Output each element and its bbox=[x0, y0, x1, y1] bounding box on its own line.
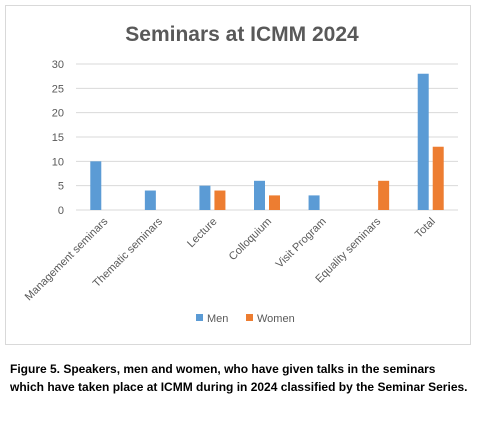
bar-women-2 bbox=[214, 190, 226, 210]
legend-label-men: Men bbox=[207, 313, 228, 325]
legend-swatch-women bbox=[246, 314, 253, 321]
chart-frame: Seminars at ICMM 2024 0 5 10 15 20 25 30 Manag… bbox=[5, 5, 471, 345]
bar-men-0 bbox=[90, 161, 102, 210]
bar-men-2 bbox=[199, 185, 211, 210]
bar-men-4 bbox=[308, 195, 320, 210]
y-tick-label-25: 25 bbox=[52, 83, 64, 95]
legend-label-women: Women bbox=[257, 313, 295, 325]
x-tick-label-0: Management seminars bbox=[23, 215, 111, 303]
chart-title: Seminars at ICMM 2024 bbox=[125, 23, 359, 46]
bar-women-6 bbox=[432, 146, 444, 210]
bar-men-6 bbox=[417, 73, 429, 210]
legend-swatch-men bbox=[196, 314, 203, 321]
bar-women-5 bbox=[378, 180, 390, 210]
x-tick-label-2: Lecture bbox=[185, 216, 219, 250]
x-tick-label-3: Colloquium bbox=[227, 216, 274, 263]
seminars-bar-chart: Seminars at ICMM 2024 0 5 10 15 20 25 30 Manag… bbox=[23, 23, 458, 325]
y-tick-label-0: 0 bbox=[58, 205, 64, 217]
figure-caption: Figure 5. Speakers, men and women, who h… bbox=[10, 362, 468, 394]
y-tick-label-20: 20 bbox=[52, 108, 64, 120]
y-tick-label-5: 5 bbox=[58, 181, 64, 193]
grid-lines bbox=[76, 63, 458, 211]
y-tick-label-15: 15 bbox=[52, 132, 64, 144]
legend: Men Women bbox=[196, 313, 295, 325]
x-tick-label-4: Visit Program bbox=[274, 216, 329, 271]
bars bbox=[90, 73, 444, 210]
y-tick-label-30: 30 bbox=[52, 59, 64, 71]
y-tick-label-10: 10 bbox=[52, 156, 64, 168]
x-tick-label-6: Total bbox=[413, 216, 438, 241]
bar-men-3 bbox=[254, 180, 265, 210]
bar-men-1 bbox=[144, 190, 156, 210]
bar-women-3 bbox=[269, 195, 280, 210]
y-axis-ticks: 0 5 10 15 20 25 30 bbox=[52, 59, 64, 217]
